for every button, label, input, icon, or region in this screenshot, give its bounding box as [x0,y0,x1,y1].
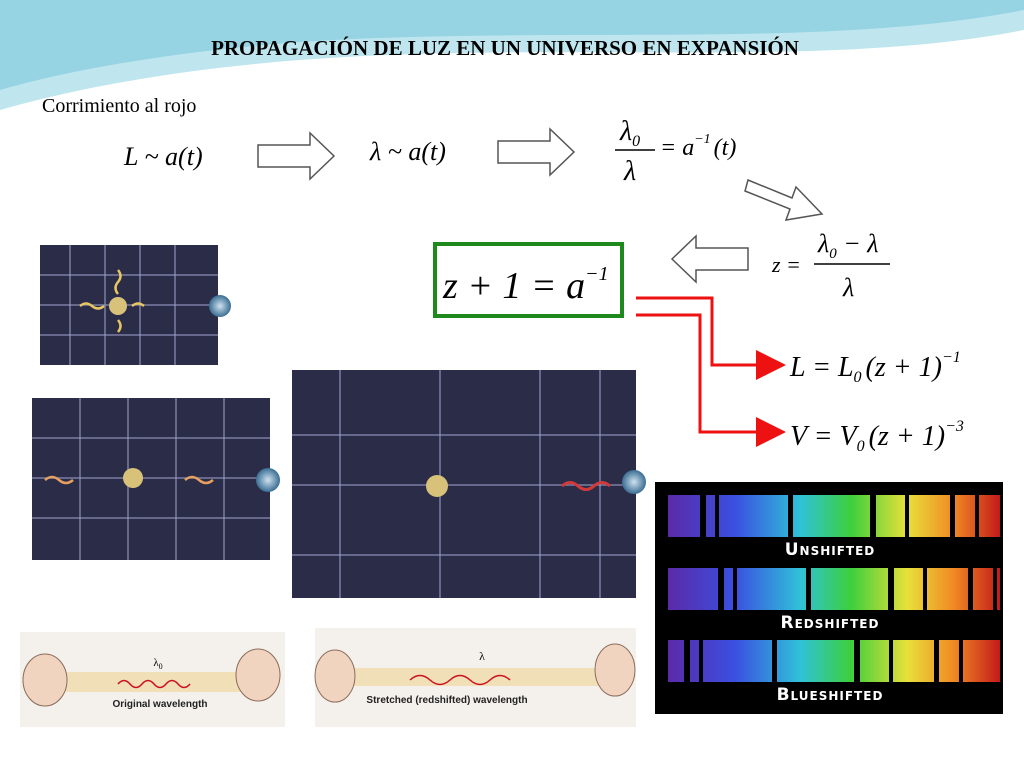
eq-part: L = L [789,352,854,383]
equation: L = L0 (z + 1)−1 [789,349,961,386]
eq-part: λ [817,229,829,258]
eq-part: −1 [942,349,961,366]
spectra-panel: Unshifted Redshifted Blueshifted [655,482,1003,714]
arrows [257,127,824,284]
svg-text:λ0 − λ: λ0 − λ [817,229,879,262]
eq-part: 0 [857,438,865,455]
eq-part: λ [619,116,632,147]
eq-part: −3 [945,418,964,435]
equation: z + 1 = a−1 [442,263,609,307]
equation: λ0 λ = a−1 (t) [615,116,736,187]
eq-part: − λ [837,229,879,258]
svg-text:= a−1(t): = a−1 (t) [660,132,736,161]
eq-part: −1 [694,132,710,147]
title: PROPAGACIÓN DE LUZ EN UN UNIVERSO EN EXP… [211,36,799,60]
eq-part: = a [660,135,694,161]
highlight-box [433,242,624,318]
symbol: 0 [159,662,163,671]
rubber-band: λ0 Original wavelength [20,632,285,727]
caption: Original wavelength [112,699,207,710]
eq-part: −1 [585,263,609,285]
equation: V = V0 (z + 1)−3 [790,418,964,455]
wavelength-symbol: λ0 [153,657,162,671]
eq-part: V = V [790,421,859,452]
spectrum-label: Unshifted [785,540,876,560]
spectrum-label: Blueshifted [777,685,884,705]
eq-part: λ [623,156,636,187]
eq-part: z + 1 = a [442,265,585,307]
eq-part: 0 [829,246,837,262]
spectrum-label: Redshifted [781,613,880,633]
eq-part: (z + 1) [869,421,945,452]
equation: L ~ a(t) [123,142,203,171]
equation: λ ~ a(t) [369,137,446,166]
eq-part: λ [842,273,854,302]
universe-panel [292,370,646,598]
caption: Stretched (redshifted) wavelength [366,695,527,706]
eq-part: z = [771,252,801,277]
rubber-band: λ Stretched (redshifted) wavelength [314,628,636,727]
eq-part: (z + 1) [866,352,942,383]
subtitle: Corrimiento al rojo [42,95,196,117]
svg-text:λ0: λ0 [619,116,640,150]
eq-part: 0 [632,133,640,150]
connectors [636,296,786,447]
eq-part: (t) [714,135,737,161]
wavelength-symbol: λ [479,649,485,663]
eq-part: 0 [854,369,862,386]
symbol: λ [153,657,159,669]
header-wave [0,0,1024,90]
universe-panel [32,398,280,560]
universe-panel [40,245,231,365]
equation: z = λ0 − λ λ [771,229,890,302]
